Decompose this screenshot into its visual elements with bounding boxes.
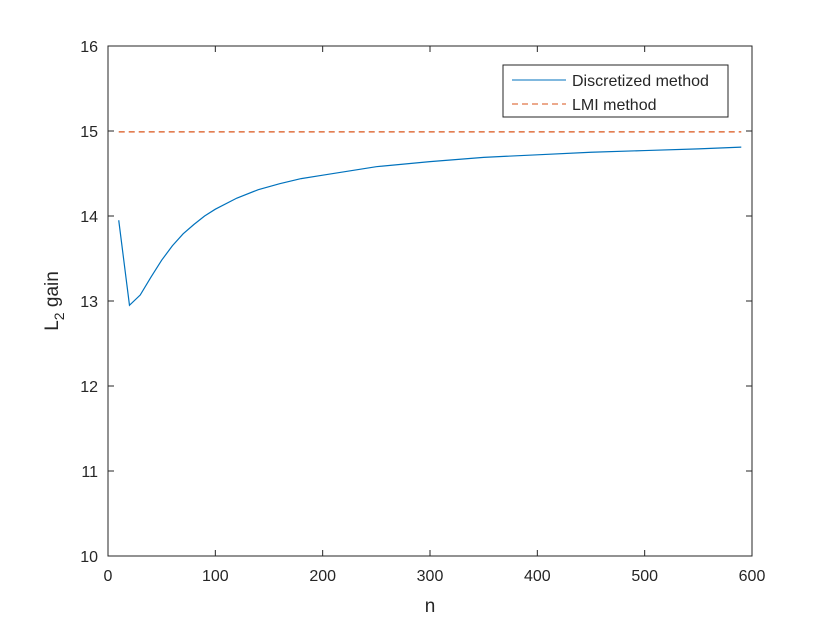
y-tick-label: 15 — [80, 124, 98, 141]
x-tick-label: 100 — [202, 568, 229, 585]
x-tick-label: 600 — [739, 568, 766, 585]
y-axis-label-main: L — [42, 320, 63, 331]
x-tick-label: 200 — [309, 568, 336, 585]
y-tick-label: 12 — [80, 379, 98, 396]
series-line-discretized — [118, 146, 742, 307]
y-axis-label-subscript: 2 — [51, 312, 67, 320]
plot-area — [108, 46, 752, 556]
legend-box — [502, 64, 729, 118]
x-axis-label: n — [425, 596, 436, 617]
y-axis-label: L2 gain — [42, 271, 67, 331]
x-tick-label: 500 — [631, 568, 658, 585]
y-tick-label: 16 — [80, 39, 98, 56]
x-tick-label: 0 — [104, 568, 113, 585]
legend: Discretized method LMI method — [502, 64, 729, 118]
x-tick-label: 400 — [524, 568, 551, 585]
y-tick-label: 11 — [81, 464, 98, 481]
y-tick-label: 10 — [80, 549, 98, 566]
ticks-layer: 0 100 200 300 400 500 600 10 11 12 13 14 15 16 — [80, 39, 765, 585]
series-layer — [118, 131, 742, 307]
y-tick-label: 13 — [80, 294, 98, 311]
y-tick-label: 14 — [80, 209, 98, 226]
y-axis-label-suffix: gain — [42, 271, 63, 312]
legend-label-lmi: LMI method — [572, 97, 656, 114]
legend-label-discretized: Discretized method — [572, 73, 709, 90]
x-tick-label: 300 — [417, 568, 444, 585]
